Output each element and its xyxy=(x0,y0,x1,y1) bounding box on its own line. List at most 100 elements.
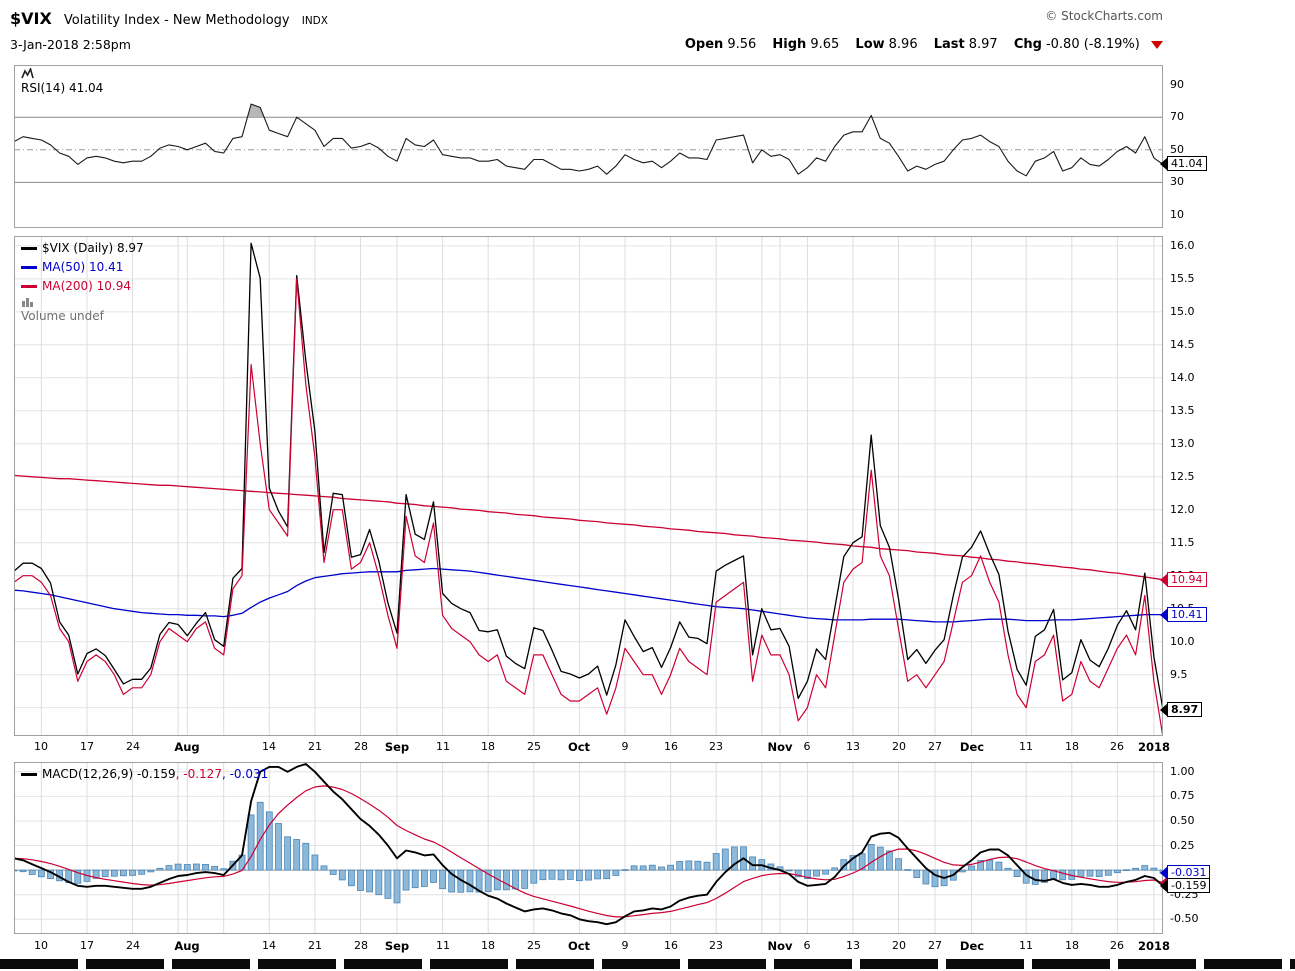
macd-histogram-bar xyxy=(886,850,893,871)
macd-histogram-bar xyxy=(1132,867,1139,871)
x-axis-label: 16 xyxy=(664,740,678,753)
macd-line xyxy=(14,763,1163,926)
change-down-arrow-icon xyxy=(1151,40,1163,49)
x-axis-label: 14 xyxy=(262,740,276,753)
ma200-legend-label: MA(200) 10.94 xyxy=(42,279,131,293)
macd-histogram-bar xyxy=(904,869,912,871)
price-legend: $VIX (Daily) 8.97 MA(50) 10.41 MA(200) 1… xyxy=(21,239,144,323)
ma50-line xyxy=(14,567,1163,623)
x-axis-label: 18 xyxy=(1065,740,1079,753)
x-axis-label: 10 xyxy=(34,939,48,952)
ma50-line-swatch xyxy=(21,266,37,269)
macd-histogram-bar xyxy=(384,869,392,899)
macd-histogram-bar xyxy=(639,865,647,871)
axis-value-tag: 8.97 xyxy=(1160,702,1203,717)
rsi-panel: RSI(14) 41.04 xyxy=(14,65,1163,228)
x-axis-label: 20 xyxy=(892,740,906,753)
y-axis-label: 0.75 xyxy=(1170,789,1195,802)
chart-header: $VIX Volatility Index - New Methodology … xyxy=(10,9,1163,28)
x-axis-label: 16 xyxy=(664,939,678,952)
tag-value: 8.97 xyxy=(1171,703,1199,716)
x-axis-label: 23 xyxy=(709,740,723,753)
x-axis-label: 14 xyxy=(262,939,276,952)
axis-value-tag: -0.159 xyxy=(1160,878,1211,893)
x-axis-label: 11 xyxy=(1019,939,1033,952)
macd-histogram-bar xyxy=(192,863,200,871)
macd-histogram-bar xyxy=(202,864,209,871)
rsi-icon xyxy=(21,68,34,79)
x-axis-label: Aug xyxy=(174,939,200,953)
macd-histogram-bar xyxy=(311,854,319,871)
x-axis-label: 11 xyxy=(436,740,450,753)
macd-histogram-bar xyxy=(347,869,355,887)
macd-histogram-bar xyxy=(922,869,930,885)
vix-line-swatch xyxy=(21,247,37,250)
tag-arrow-icon xyxy=(1160,703,1168,717)
macd-histogram-bar xyxy=(183,864,191,871)
low-label: Low xyxy=(855,37,885,52)
high-label: High xyxy=(772,37,807,52)
macd-histogram-bar xyxy=(320,865,328,871)
macd-histogram-bar xyxy=(822,869,829,875)
x-axis-label: Dec xyxy=(959,740,985,754)
x-axis-label: 18 xyxy=(481,740,495,753)
open-value: 9.56 xyxy=(727,37,757,52)
macd-histogram-bar xyxy=(858,853,866,871)
x-axis-label: 23 xyxy=(709,939,723,952)
tag-arrow-icon xyxy=(1160,157,1168,171)
macd-histogram-bar xyxy=(74,869,82,884)
tag-arrow-icon xyxy=(1160,608,1168,622)
macd-histogram-bar xyxy=(1141,865,1149,871)
x-axis-label: 6 xyxy=(803,740,811,753)
axis-value-tag: 10.94 xyxy=(1160,572,1207,587)
macd-histogram-bar xyxy=(721,848,729,871)
high-value: 9.65 xyxy=(810,37,840,52)
y-axis-label: 70 xyxy=(1170,110,1184,123)
macd-histogram-bar xyxy=(220,868,228,871)
x-axis-upper: 10 17 24 Aug 14 21 28 Sep 11 18 25 Oct 9 16 23 Nov 6 13 20… xyxy=(14,737,1170,759)
volume-legend-label: Volume undef xyxy=(21,309,104,323)
macd-histogram-bar xyxy=(931,869,939,888)
macd-histogram-bar xyxy=(566,869,574,880)
x-axis-label: 21 xyxy=(308,939,322,952)
x-axis-label: 28 xyxy=(354,740,368,753)
macd-histogram-bar xyxy=(813,869,820,877)
macd-histogram-bar xyxy=(375,869,383,896)
macd-plot xyxy=(14,762,1163,934)
legend-item-ma200: MA(200) 10.94 xyxy=(21,277,144,296)
y-axis-label: 16.0 xyxy=(1170,239,1195,252)
signal-legend-label: , -0.127 xyxy=(175,767,222,781)
macd-histogram-bar xyxy=(959,869,966,873)
macd-histogram-bar xyxy=(265,811,273,871)
macd-histogram-bar xyxy=(667,864,674,871)
macd-histogram-bar xyxy=(576,869,583,882)
macd-legend: MACD(12,26,9) -0.159, -0.127, -0.031 xyxy=(21,765,268,783)
x-axis-label: 9 xyxy=(621,939,629,952)
macd-histogram-bar xyxy=(466,869,474,893)
macd-histogram-bar xyxy=(439,869,447,890)
macd-histogram-bar xyxy=(512,869,519,890)
y-axis-label: 12.5 xyxy=(1170,470,1195,483)
macd-histogram-bar xyxy=(147,869,155,873)
macd-histogram-bar xyxy=(995,861,1003,871)
last-value: 8.97 xyxy=(968,37,998,52)
x-axis-label: 28 xyxy=(354,939,368,952)
tag-arrow-icon xyxy=(1160,879,1168,893)
macd-histogram-bar xyxy=(1150,867,1158,871)
macd-histogram-bar xyxy=(37,869,45,878)
x-axis-label: 18 xyxy=(481,939,495,952)
macd-histogram-bar xyxy=(420,869,428,887)
macd-histogram-bar xyxy=(840,859,848,871)
macd-histogram-bar xyxy=(630,865,638,871)
macd-histogram-bar xyxy=(475,869,483,893)
macd-histogram-bar xyxy=(867,844,875,871)
macd-histogram-bar xyxy=(658,866,665,871)
macd-histogram-bar xyxy=(120,869,127,877)
macd-histogram-bar xyxy=(968,865,975,871)
macd-histogram-bar xyxy=(1123,869,1130,872)
macd-histogram-bar xyxy=(1114,869,1121,874)
macd-histogram-bar xyxy=(603,869,611,880)
x-axis-label: 26 xyxy=(1110,740,1124,753)
macd-histogram-bar xyxy=(275,823,282,871)
quote-row: 3-Jan-2018 2:58pm Open 9.56 High 9.65 Low 8… xyxy=(10,37,1163,55)
